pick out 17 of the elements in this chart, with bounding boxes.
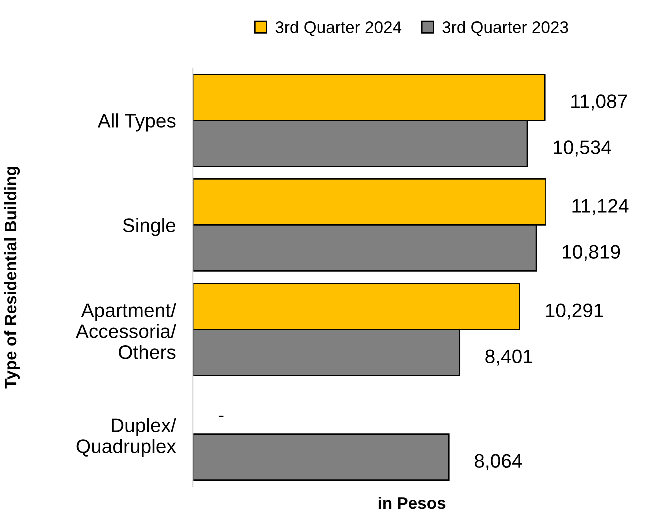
y-tick-label: All Types xyxy=(98,114,176,132)
y-tick-label: Duplex/ Quadruplex xyxy=(76,418,176,458)
data-label: 11,087 xyxy=(572,94,628,111)
x-axis-title: in Pesos xyxy=(378,497,446,510)
data-label: 10,534 xyxy=(554,140,612,157)
text: - xyxy=(218,416,224,418)
y-tick-label: Single xyxy=(123,218,176,236)
data-label: 11,124 xyxy=(572,199,629,216)
data-label: 10,819 xyxy=(563,245,620,262)
y-tick-label: Apartment/ Accessoria/ Others xyxy=(76,303,176,360)
data-label: 8,064 xyxy=(474,454,522,470)
bar xyxy=(193,434,450,481)
legend-label: 3rd Quarter 2024 xyxy=(276,21,402,36)
legend-label: 3rd Quarter 2023 xyxy=(442,21,568,36)
data-label: 10,291 xyxy=(546,304,604,320)
data-label: 8,401 xyxy=(486,350,533,366)
y-axis-title: Type of Residential Building xyxy=(4,167,20,389)
